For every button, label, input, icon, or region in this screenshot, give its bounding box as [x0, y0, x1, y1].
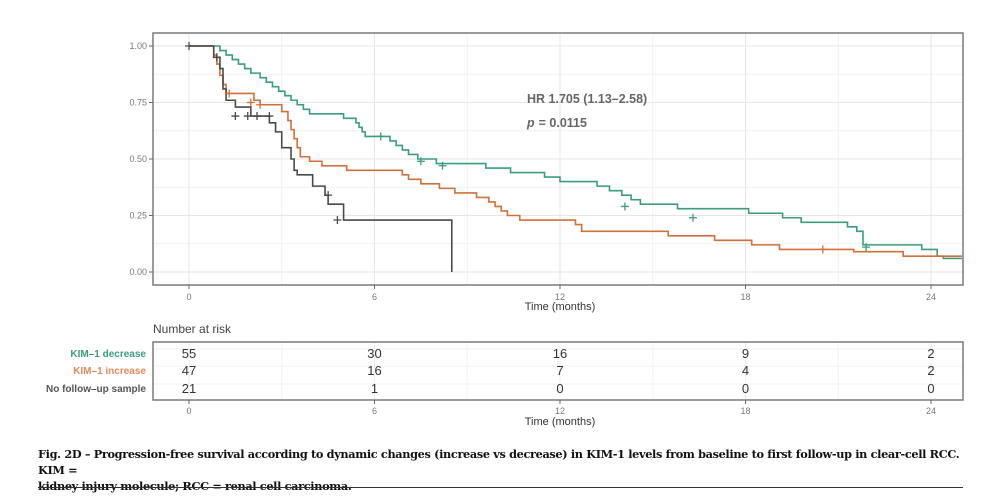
p-value: = 0.0115 — [539, 116, 587, 130]
hr-annotation: HR 1.705 (1.13–2.58) — [527, 92, 647, 106]
censor-mark — [243, 112, 252, 121]
x-tick-label: 24 — [926, 292, 936, 302]
x-tick-label: 18 — [740, 292, 750, 302]
censor-mark — [324, 191, 333, 200]
p-symbol: p — [526, 116, 535, 130]
risk-row-label: KIM–1 decrease — [70, 349, 146, 360]
survival-curve-kim-1-decrease — [189, 45, 962, 260]
risk-cell: 55 — [182, 346, 196, 361]
y-tick-label: 0.25 — [129, 211, 147, 221]
censor-mark — [246, 98, 255, 107]
risk-table-x-label: Time (months) — [525, 416, 596, 428]
censor-mark — [438, 161, 447, 170]
censor-mark — [620, 202, 629, 211]
risk-cell: 7 — [556, 363, 563, 378]
figure-caption: Fig. 2D – Progression-free survival acco… — [38, 446, 978, 494]
censor-mark — [256, 100, 265, 109]
risk-cell: 0 — [556, 381, 563, 396]
censor-mark — [818, 245, 827, 254]
risk-x-tick-label: 24 — [926, 406, 936, 416]
risk-cell: 30 — [367, 346, 381, 361]
risk-x-tick-label: 6 — [372, 406, 377, 416]
x-axis-label: Time (months) — [525, 301, 596, 313]
censor-mark — [225, 89, 234, 98]
x-axis: 0 6 12 18 24 — [186, 285, 936, 302]
censor-mark — [416, 157, 425, 166]
risk-row-label: KIM–1 increase — [73, 366, 146, 377]
risk-cell: 16 — [553, 346, 567, 361]
y-tick-label: 0.00 — [129, 267, 147, 277]
risk-cell: 1 — [371, 381, 378, 396]
risk-cell: 47 — [182, 363, 196, 378]
km-chart: 0.000.250.500.751.00 0 6 12 18 24 Time (mont… — [46, 32, 964, 428]
y-tick-label: 0.50 — [129, 154, 147, 164]
censor-mark — [862, 243, 871, 252]
x-tick-label: 6 — [372, 292, 377, 302]
censor-mark — [231, 112, 240, 121]
plot-gridlines — [153, 33, 963, 285]
censor-mark — [253, 112, 262, 121]
censor-mark — [265, 112, 274, 121]
censor-marks — [185, 42, 871, 254]
survival-curve-kim-1-increase — [189, 45, 962, 257]
risk-cell: 2 — [927, 363, 934, 378]
risk-row-label: No follow–up sample — [46, 384, 146, 395]
risk-x-tick-label: 12 — [555, 406, 565, 416]
risk-table-title: Number at risk — [153, 322, 232, 336]
y-tick-label: 1.00 — [129, 41, 147, 51]
risk-cell: 21 — [182, 381, 196, 396]
risk-table-x-axis: 0 6 12 18 24 — [186, 400, 936, 416]
caption-line-1: Fig. 2D – Progression-free survival acco… — [38, 447, 960, 477]
risk-table-gridlines — [153, 342, 963, 400]
risk-x-tick-label: 0 — [186, 406, 191, 416]
caption-rule — [38, 487, 963, 488]
risk-cell: 0 — [742, 381, 749, 396]
risk-cell: 9 — [742, 346, 749, 361]
x-tick-label: 12 — [555, 292, 565, 302]
y-tick-label: 0.75 — [129, 98, 147, 108]
censor-mark — [212, 53, 221, 62]
risk-table-border — [152, 341, 964, 401]
survival-curve-no-follow-up-sample — [189, 45, 453, 272]
p-value-annotation: p = 0.0115 — [526, 116, 587, 130]
censor-mark — [376, 132, 385, 141]
censor-mark — [688, 213, 697, 222]
risk-cell: 0 — [927, 381, 934, 396]
x-tick-label: 0 — [186, 292, 191, 302]
caption-line-2: kidney injury molecule; RCC = renal cell… — [38, 479, 352, 493]
risk-cell: 2 — [927, 346, 934, 361]
survival-curves — [189, 45, 962, 272]
censor-mark — [185, 42, 193, 50]
risk-cell: 16 — [367, 363, 381, 378]
y-axis: 0.00 0.25 0.50 0.75 1.00 — [129, 41, 153, 277]
risk-x-tick-label: 18 — [740, 406, 750, 416]
risk-cell: 4 — [742, 363, 749, 378]
censor-mark — [333, 216, 342, 225]
